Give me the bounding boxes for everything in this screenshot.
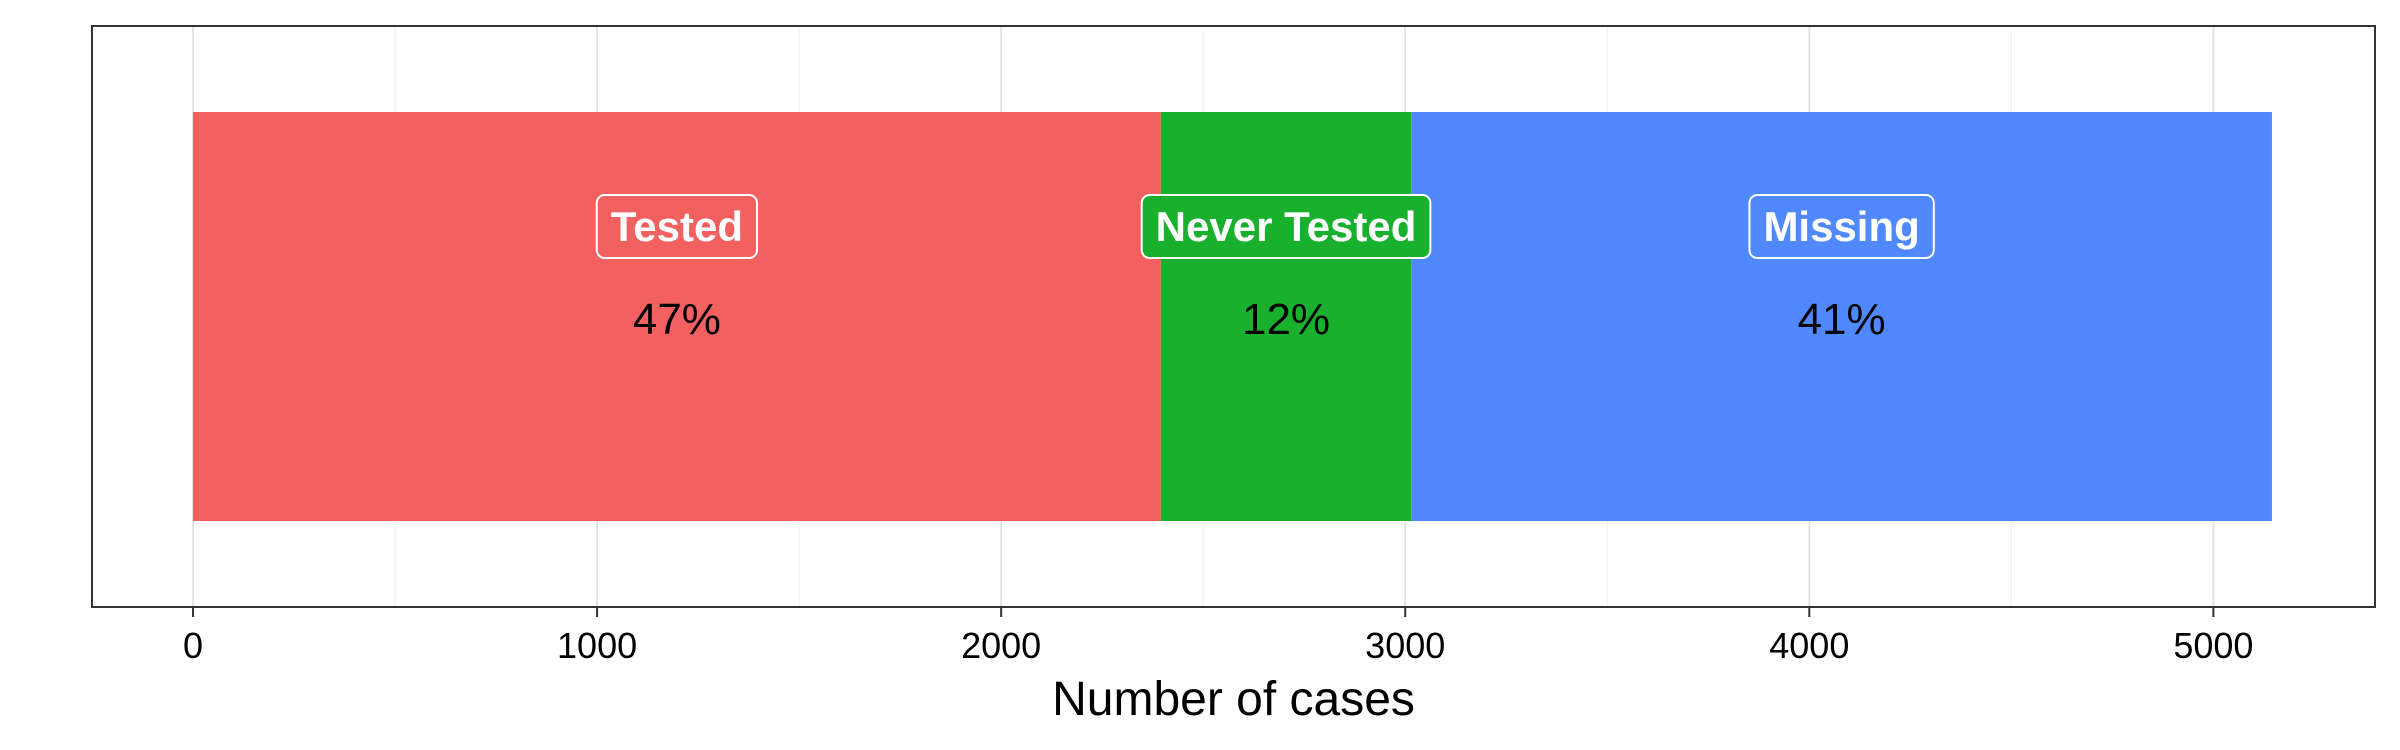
segment-labels: Tested 47% Never Tested 12% Missing 41% xyxy=(595,194,1935,344)
bar-segments xyxy=(193,112,2272,521)
bar-segment-tested xyxy=(193,112,1161,521)
label-box xyxy=(1140,194,1432,259)
x-tick-label: 0 xyxy=(183,625,203,666)
bar-segment-missing xyxy=(1411,112,2272,521)
segment-label-tested: Tested xyxy=(595,194,759,259)
segment-name-label: Never Tested xyxy=(1156,203,1417,250)
segment-name-label: Missing xyxy=(1763,203,1919,250)
segment-label-never-tested: Never Tested xyxy=(1140,194,1432,259)
segment-percent-label: 12% xyxy=(1242,295,1330,344)
segment-percent-label: 41% xyxy=(1798,295,1886,344)
segment-percent-label: 47% xyxy=(633,295,721,344)
panel-border xyxy=(91,25,2376,608)
x-axis: 0 1000 2000 3000 4000 5000 xyxy=(183,607,2253,666)
label-box xyxy=(1748,194,1935,259)
x-axis-title: Number of cases xyxy=(1052,673,1415,726)
x-tick-label: 4000 xyxy=(1769,625,1849,666)
segment-name-label: Tested xyxy=(611,203,743,250)
label-box xyxy=(595,194,759,259)
x-tick-label: 5000 xyxy=(2173,625,2253,666)
x-tick-label: 3000 xyxy=(1365,625,1445,666)
x-tick-label: 1000 xyxy=(557,625,637,666)
segment-label-missing: Missing xyxy=(1748,194,1935,259)
x-tick-label: 2000 xyxy=(961,625,1041,666)
bar-segment-never-tested xyxy=(1160,112,1412,521)
